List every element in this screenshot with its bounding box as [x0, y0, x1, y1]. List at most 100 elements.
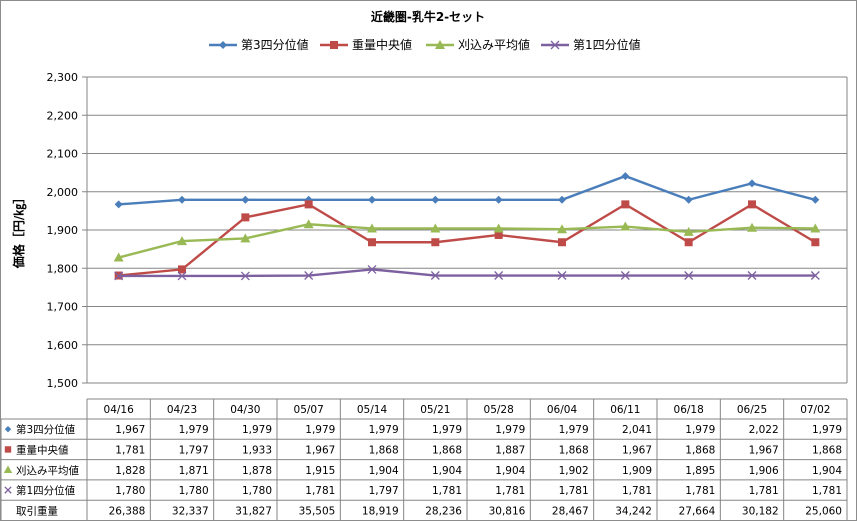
- data-point: [304, 271, 314, 280]
- data-label: 1,868: [369, 444, 399, 456]
- data-label: 1,868: [685, 444, 715, 456]
- legend-marker: [435, 40, 445, 49]
- series-x: [114, 264, 820, 281]
- data-label: 1,781: [749, 485, 779, 497]
- x-tick-label: 06/18: [674, 404, 704, 416]
- data-point: [177, 271, 187, 281]
- table-row-label: 第1四分位値: [16, 484, 76, 497]
- y-tick-label: 2,100: [47, 148, 79, 161]
- data-point: [748, 200, 756, 209]
- data-point: [621, 172, 630, 181]
- x-tick-label: 06/04: [547, 404, 578, 416]
- data-label: 1,868: [432, 444, 462, 456]
- data-label: 26,388: [109, 505, 146, 517]
- y-tick-label: 2,000: [47, 186, 79, 199]
- data-point: [747, 271, 757, 280]
- data-label: 1,979: [812, 424, 842, 436]
- legend-marker: [219, 41, 227, 49]
- data-label: 34,242: [615, 505, 652, 517]
- table-legend-key: [4, 486, 12, 494]
- data-label: 1,979: [179, 424, 209, 436]
- table-legend-key: [4, 425, 12, 433]
- legend-marker: [330, 41, 338, 49]
- x-tick-label: 07/02: [800, 404, 830, 416]
- data-point: [810, 271, 820, 280]
- plot-area: [113, 172, 821, 281]
- data-point: [620, 221, 631, 231]
- data-point: [684, 195, 693, 204]
- data-label: 1,781: [115, 444, 145, 456]
- x-tick-label: 04/16: [104, 404, 135, 416]
- data-label: 1,780: [115, 485, 145, 497]
- data-label: 1,909: [622, 465, 652, 477]
- data-point: [178, 195, 186, 204]
- table-row-label: 第3四分位値: [16, 423, 76, 436]
- legend-marker: [550, 40, 560, 50]
- data-point: [811, 195, 820, 204]
- data-label: 1,904: [369, 465, 399, 477]
- data-label: 2,022: [749, 424, 779, 436]
- data-label: 1,979: [369, 424, 399, 436]
- y-tick-label: 1,500: [47, 377, 79, 390]
- data-label: 1,967: [622, 444, 652, 456]
- series-line: [118, 174, 816, 206]
- data-point: [684, 271, 694, 280]
- y-tick-label: 1,800: [47, 262, 79, 275]
- data-label: 25,060: [805, 505, 842, 517]
- data-point: [367, 223, 377, 233]
- data-point: [178, 265, 186, 274]
- data-label: 1,979: [559, 424, 589, 436]
- data-label: 1,967: [115, 424, 145, 436]
- data-label: 1,781: [432, 485, 462, 497]
- data-label: 1,979: [685, 424, 715, 436]
- data-point: [177, 236, 187, 246]
- data-point: [621, 200, 630, 209]
- data-label: 28,467: [552, 505, 589, 517]
- data-label: 1,979: [495, 424, 525, 436]
- y-axis: 1,500 1,600 1,700 1,800 1,900 2,000 2,100 2,200…: [47, 71, 848, 390]
- data-point: [114, 200, 123, 209]
- data-label: 1,902: [559, 465, 589, 477]
- data-point: [683, 226, 694, 236]
- data-point: [494, 230, 503, 239]
- legend-label: 刈込み平均値: [458, 37, 530, 52]
- data-point: [241, 213, 250, 222]
- data-table: 04/16 04/23 04/30 05/07 05/14 05/21 05/28 06/04…: [1, 398, 848, 520]
- data-label: 18,919: [362, 505, 399, 517]
- data-label: 1,878: [242, 465, 272, 477]
- data-point: [557, 271, 567, 280]
- data-label: 1,781: [559, 485, 589, 497]
- series-diamond: [114, 172, 820, 209]
- data-label: 1,967: [305, 444, 335, 456]
- data-label: 1,967: [749, 444, 779, 456]
- x-tick-label: 06/11: [610, 404, 640, 416]
- y-tick-label: 2,200: [47, 109, 79, 122]
- data-label: 28,236: [425, 505, 462, 517]
- data-point: [811, 238, 820, 247]
- data-label: 1,906: [749, 465, 779, 477]
- data-label: 1,915: [305, 465, 335, 477]
- data-label: 1,868: [559, 444, 589, 456]
- data-label: 35,505: [299, 505, 336, 517]
- data-label: 1,979: [432, 424, 462, 436]
- series-triangle: [113, 219, 821, 262]
- data-label: 1,797: [179, 444, 209, 456]
- data-label: 1,781: [812, 485, 842, 497]
- data-label: 32,337: [172, 505, 209, 517]
- data-label: 31,827: [235, 505, 272, 517]
- data-point: [810, 223, 821, 233]
- data-label: 1,781: [495, 485, 525, 497]
- data-point: [240, 233, 251, 243]
- chart-title: 近畿圏-乳牛2-セット: [371, 9, 485, 24]
- data-point: [114, 271, 124, 281]
- data-point: [747, 222, 757, 232]
- data-label: 1,871: [179, 465, 209, 477]
- data-point: [748, 179, 756, 188]
- x-tick-label: 06/25: [737, 404, 767, 416]
- data-label: 1,904: [812, 465, 842, 477]
- data-label: 30,816: [489, 505, 526, 517]
- data-label: 1,933: [242, 444, 272, 456]
- data-point: [558, 195, 566, 204]
